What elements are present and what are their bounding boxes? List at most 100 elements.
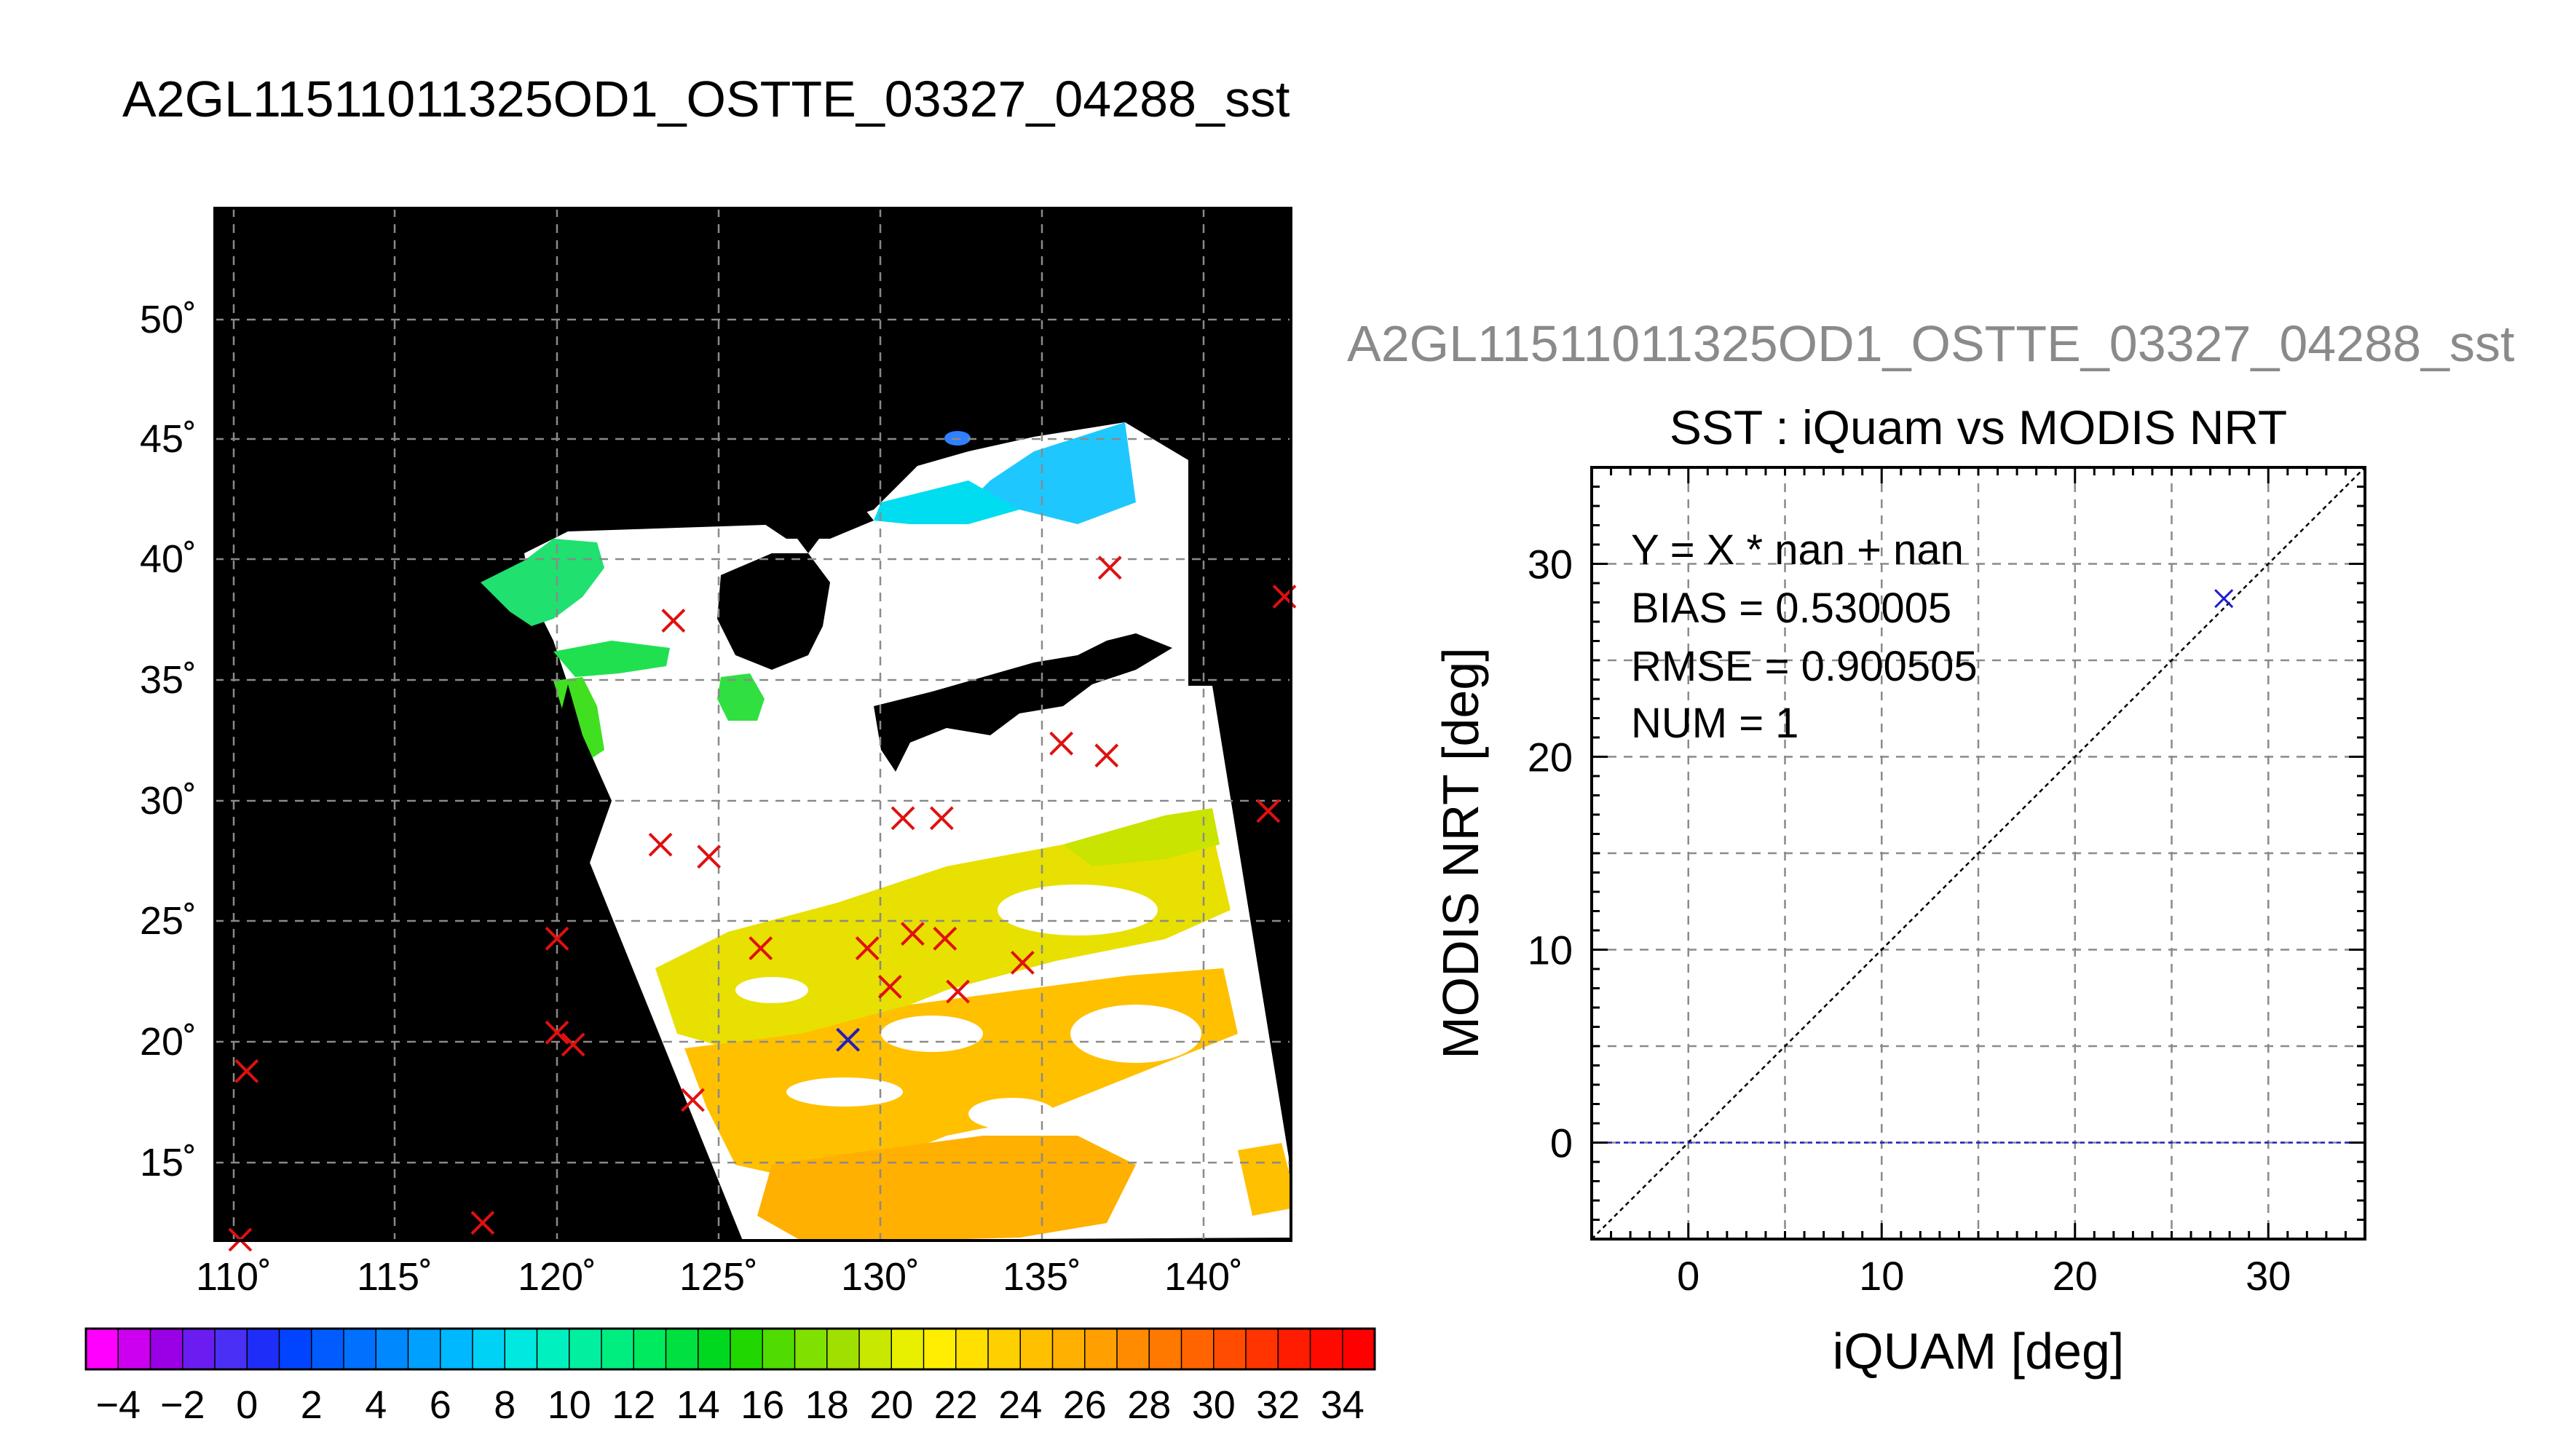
num-text: NUM = 1 (1631, 700, 1798, 747)
colorbar-cell (794, 1329, 828, 1369)
colorbar-cells (86, 1329, 1375, 1369)
lon-tick-label: 140˚ (1164, 1255, 1243, 1299)
colorbar-cell (247, 1329, 280, 1369)
lon-tick-label: 120˚ (518, 1255, 596, 1299)
colorbar-tick-label: 2 (301, 1383, 323, 1427)
colorbar-tick-label: −4 (95, 1383, 141, 1427)
x-tick-label: 0 (1677, 1253, 1699, 1299)
land-japan (874, 633, 1172, 772)
colorbar-cell (1149, 1329, 1182, 1369)
buoy-marker (1097, 555, 1122, 580)
colorbar-cell (1246, 1329, 1279, 1369)
lat-tick-label: 45˚ (140, 417, 197, 461)
lat-tick-label: 20˚ (140, 1020, 197, 1064)
colorbar-tick-label: 10 (548, 1383, 591, 1427)
colorbar-cell (633, 1329, 667, 1369)
colorbar-cell (118, 1329, 151, 1369)
land-china-coast (510, 684, 612, 866)
land-north (743, 495, 874, 539)
buoy-marker (1010, 950, 1035, 975)
colorbar-cell (182, 1329, 216, 1369)
sst-swath (481, 422, 1291, 1241)
colorbar-cell (1181, 1329, 1215, 1369)
scatter-header: A2GL11511011325OD1_OSTTE_03327_04288_sst (1347, 315, 2514, 372)
colorbar-cell (923, 1329, 957, 1369)
sst-cool-band (968, 422, 1136, 524)
x-tick-labels: 0 10 20 30 (1677, 1253, 2291, 1299)
colorbar-tick-label: 22 (934, 1383, 978, 1427)
rmse-text: RMSE = 0.900505 (1631, 643, 1978, 690)
scatter-minor-ticks (1590, 466, 2366, 1241)
scatter-points (2214, 589, 2234, 609)
stats-box: Y = X * nan + nan BIAS = 0.530005 RMSE =… (1631, 526, 1978, 747)
buoy-marker (234, 1059, 259, 1083)
lat-tick-label: 15˚ (140, 1141, 197, 1184)
y-tick-labels: 0 10 20 30 (1528, 542, 1573, 1166)
colorbar-tick-label: 30 (1192, 1383, 1236, 1427)
buoy-marker (900, 922, 925, 946)
one-to-one-line (1591, 467, 2366, 1240)
map-gridlines (215, 208, 1291, 1241)
buoy-marker (648, 832, 673, 857)
colorbar-cell (955, 1329, 989, 1369)
colorbar-cell (698, 1329, 731, 1369)
y-tick-label: 30 (1528, 542, 1573, 587)
colorbar-cell (473, 1329, 505, 1369)
colorbar-cell (1213, 1329, 1247, 1369)
colorbar-cell (279, 1329, 312, 1369)
colorbar-cell (440, 1329, 473, 1369)
sst-green-patch-1 (481, 539, 604, 626)
buoy-marker (946, 979, 970, 1004)
colorbar-cell (859, 1329, 892, 1369)
land-korea (717, 553, 830, 670)
colorbar-cell (1084, 1329, 1118, 1369)
buoy-markers (228, 555, 1297, 1252)
buoy-marker (470, 1211, 495, 1235)
scatter-panel: SST : iQuam vs MODIS NRT Y = X * nan + n… (1432, 400, 2366, 1380)
colorbar-tick-label: 26 (1063, 1383, 1107, 1427)
buoy-marker (1049, 731, 1074, 756)
colorbar-tick-label: 28 (1127, 1383, 1171, 1427)
buoy-marker (697, 844, 722, 869)
sst-yellow-band-2 (1063, 808, 1220, 866)
colorbar-cell (408, 1329, 441, 1369)
colorbar-cell (215, 1329, 248, 1369)
lat-tick-label: 30˚ (140, 779, 197, 823)
lon-tick-label: 130˚ (841, 1255, 920, 1299)
colorbar-tick-label: −2 (160, 1383, 205, 1427)
colorbar-tick-label: 6 (430, 1383, 451, 1427)
buoy-marker (681, 1088, 705, 1112)
colorbar-tick-label: 16 (741, 1383, 784, 1427)
buoy-marker (933, 926, 957, 951)
bias-text: BIAS = 0.530005 (1631, 585, 1951, 632)
sst-green-patch-3 (717, 673, 765, 721)
lat-tick-label: 50˚ (140, 298, 197, 341)
colorbar-cell (537, 1329, 570, 1369)
buoy-marker (929, 806, 954, 831)
colorbar-cell (311, 1329, 344, 1369)
buoy-marker (561, 1032, 585, 1057)
colorbar-tick-label: 24 (998, 1383, 1042, 1427)
colorbar-cell (762, 1329, 796, 1369)
y-tick-label: 10 (1528, 927, 1573, 973)
regression-text: Y = X * nan + nan (1631, 526, 1964, 574)
y-axis-label: MODIS NRT [deg] (1432, 647, 1489, 1059)
buoy-marker (545, 1020, 569, 1045)
main-title: A2GL11511011325OD1_OSTTE_03327_04288_sst (122, 71, 1290, 127)
colorbar-cell (601, 1329, 634, 1369)
colorbar-cell (1117, 1329, 1150, 1369)
colorbar-cell (86, 1329, 119, 1369)
buoy-marker (877, 975, 902, 999)
buoy-marker (855, 936, 880, 960)
lat-tick-label: 35˚ (140, 658, 197, 702)
buoy-marker (749, 936, 773, 960)
colorbar-cell (150, 1329, 183, 1369)
x-axis-label: iQUAM [deg] (1833, 1323, 2125, 1380)
sst-orange-se (1238, 1143, 1291, 1216)
x-tick-label: 10 (1859, 1253, 1904, 1299)
buoy-marker (1256, 799, 1281, 823)
colorbar-cell (666, 1329, 699, 1369)
colorbar-cell (826, 1329, 860, 1369)
colorbar-cell (1020, 1329, 1054, 1369)
colorbar-cell (1310, 1329, 1343, 1369)
